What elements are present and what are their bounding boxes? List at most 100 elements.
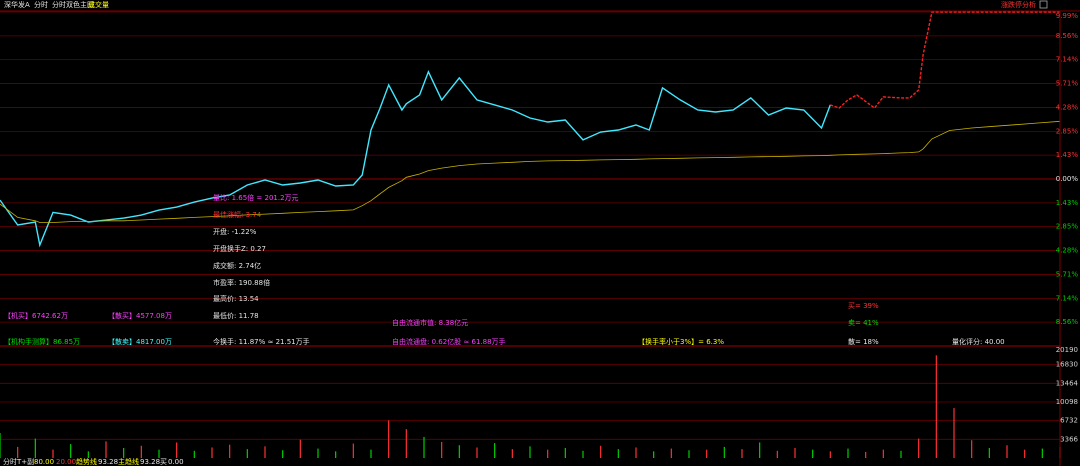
volume-bar (0, 433, 1, 458)
y-tick-label: 13464 (1056, 379, 1079, 387)
volume-bar (34, 438, 36, 458)
volume-bar (193, 450, 195, 458)
volume-bar (335, 451, 337, 458)
volume-bar (723, 446, 725, 458)
volume-bar (352, 443, 354, 458)
volume-bar (529, 446, 531, 458)
volume-bar (229, 444, 231, 458)
volume-bar (865, 451, 867, 458)
volume-bar (706, 449, 708, 458)
volume-bar (653, 451, 655, 458)
volume-bar (1006, 445, 1008, 458)
volume-bar (317, 448, 319, 458)
volume-bar (564, 448, 566, 458)
tab[interactable]: 分时 (34, 0, 48, 9)
volume-bar (123, 448, 125, 458)
volume-bar (741, 449, 743, 458)
y-tick-label: 0.00% (1056, 175, 1079, 183)
volume-bar (794, 448, 796, 458)
footer-value: 93.28 (98, 458, 118, 466)
volume-bar (847, 448, 849, 458)
info-text: 量比: 1.65倍 = 201.2万元 (213, 193, 299, 202)
price-line (0, 120, 1061, 223)
y-tick-label: 1.43% (1056, 151, 1079, 159)
footer-label: 趋势线 (76, 457, 97, 466)
volume-bar (405, 429, 407, 458)
volume-bar (617, 449, 619, 458)
volume-bar (511, 449, 513, 458)
stock-name: 深华发A (4, 0, 30, 9)
volume-bar (953, 408, 955, 458)
volume-bar (299, 439, 301, 458)
volume-bar (423, 436, 425, 458)
y-tick-label: 8.56% (1056, 32, 1079, 40)
info-text: 市盈率: 190.88倍 (213, 278, 270, 287)
volume-bar (759, 442, 761, 458)
volume-bar (282, 450, 284, 458)
y-tick-label: 3366 (1060, 435, 1078, 443)
volume-bar (988, 448, 990, 458)
volume-bar (776, 450, 778, 458)
info-text: 【散卖】4817.00万 (108, 337, 172, 346)
footer-value: 80.00 (34, 458, 54, 466)
info-text: 成交额: 2.74亿 (213, 261, 261, 270)
info-text: 开盘: -1.22% (213, 227, 257, 236)
y-tick-label: 1.43% (1056, 199, 1079, 207)
info-text: 最佳涨幅: 3.74 (213, 210, 262, 219)
price-line (830, 11, 1060, 109)
volume-bar (971, 440, 973, 458)
volume-bar (812, 449, 814, 458)
y-tick-label: 8.56% (1056, 318, 1079, 326)
info-text: 最高价: 13.54 (213, 294, 259, 303)
limit-analysis-button[interactable]: 涨跌停分析 (1001, 0, 1036, 9)
tab[interactable]: 分时双色主图 (52, 0, 94, 9)
volume-bar (246, 449, 248, 458)
y-tick-label: 5.71% (1056, 80, 1079, 88)
volume-bar (458, 445, 460, 458)
y-tick-label: 7.14% (1056, 56, 1079, 64)
info-text: 自由流通市值: 8.38亿元 (392, 318, 468, 327)
volume-bar (547, 449, 549, 458)
settings-icon[interactable] (1039, 0, 1048, 9)
y-tick-label: 4.28% (1056, 103, 1079, 111)
volume-bar (264, 446, 266, 458)
footer-label: 主趋线 (118, 457, 139, 466)
volume-bar (918, 438, 920, 458)
volume-bar (829, 451, 831, 458)
info-text: 【机构手测算】86.85万 (4, 337, 80, 346)
volume-bar (900, 450, 902, 458)
y-tick-label: 9.99% (1056, 12, 1079, 20)
footer-value: 0.00 (168, 458, 184, 466)
volume-bar (635, 447, 637, 458)
volume-bar (87, 451, 89, 458)
y-tick-label: 10098 (1056, 398, 1078, 406)
volume-bar (17, 446, 19, 458)
info-text: 【散买】4577.08万 (108, 311, 172, 320)
volume-bar (476, 447, 478, 458)
info-text: 散= 18% (848, 337, 879, 346)
footer-value: 20.00 (56, 458, 76, 466)
volume-bar (688, 450, 690, 458)
volume-bar (370, 449, 372, 458)
volume-bar (494, 443, 496, 458)
volume-bar (882, 449, 884, 458)
info-text: 【机买】6742.62万 (4, 311, 68, 320)
volume-bar (670, 448, 672, 458)
y-tick-label: 20190 (1056, 346, 1078, 354)
y-tick-label: 4.28% (1056, 247, 1079, 255)
info-text: 量化评分: 40.00 (952, 337, 1005, 346)
volume-bar (582, 450, 584, 458)
y-tick-label: 16830 (1056, 361, 1078, 369)
footer-label: 分时T+副 (3, 457, 34, 466)
volume-bar (105, 441, 107, 458)
volume-bar (211, 447, 213, 458)
volume-bar (600, 445, 602, 458)
volume-bar (52, 449, 54, 458)
volume-bar (70, 444, 72, 458)
volume-bar (935, 355, 937, 458)
info-text: 卖= 41% (848, 319, 879, 327)
info-text: 最低价: 11.78 (213, 311, 259, 320)
volume-bar (1024, 449, 1026, 458)
volume-bar (441, 441, 443, 458)
